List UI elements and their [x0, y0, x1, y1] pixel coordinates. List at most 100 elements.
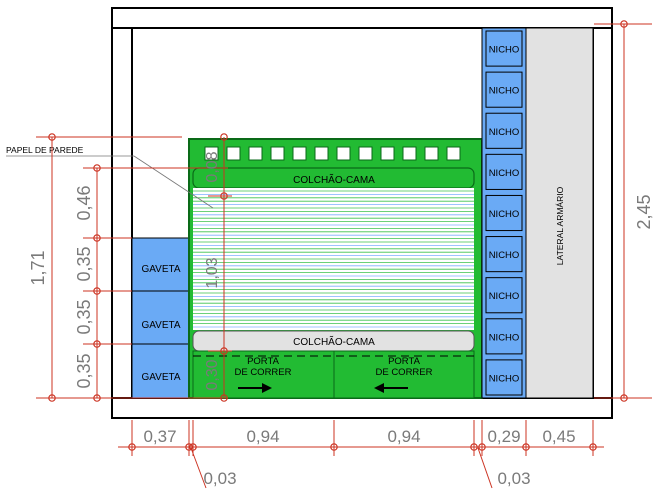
- ventilation-hole: [292, 146, 307, 161]
- door-right-label-2: DE CORRER: [375, 367, 432, 378]
- niche-cell: [485, 359, 523, 396]
- ventilation-hole: [336, 146, 351, 161]
- dimension-marker: [589, 443, 597, 451]
- niche-cells: NICHO NICHO NICHO NICHO NICHO NICHO NICHO NICHO…: [485, 30, 523, 396]
- dim-bottom-4: 0,45: [542, 427, 575, 446]
- dim-bottom-3: 0,29: [487, 427, 520, 446]
- wallpaper-leader-d: [133, 155, 214, 209]
- mattress-top-label: COLCHÃO-CAMA: [293, 173, 375, 186]
- dimension-markers: [48, 20, 628, 451]
- bed-unit: COLCHÃO-CAMA COLCHÃO-CAMA PORTA DE CORRE…: [188, 138, 483, 399]
- dimension-marker: [48, 133, 56, 141]
- ventilation-hole: [270, 146, 285, 161]
- dim-left-2: 0,35: [74, 299, 94, 334]
- dimension-marker: [478, 443, 486, 451]
- drawers: GAVETA GAVETA GAVETA: [131, 237, 191, 399]
- dimension-marker: [620, 20, 628, 28]
- dim-left-0: 0,46: [74, 185, 94, 220]
- dim-leader-left-text: 0,03: [203, 469, 236, 488]
- dimension-marker: [522, 443, 530, 451]
- niche-cell: [485, 194, 523, 232]
- niche-label: NICHO: [489, 332, 520, 343]
- wardrobe-side: LATERAL ARMÁRIO: [525, 27, 594, 399]
- mattress-bottom-label: COLCHÃO-CAMA: [293, 335, 375, 348]
- sliding-door-right: [333, 350, 475, 399]
- niche-cell: [485, 236, 523, 273]
- dimension-marker: [330, 443, 338, 451]
- dim-inner-mid: 1,03: [204, 257, 221, 288]
- niche-label: NICHO: [489, 45, 520, 56]
- niche-label: NICHO: [489, 291, 520, 302]
- niche-label: NICHO: [489, 373, 520, 384]
- niche-cell: [485, 153, 523, 190]
- niche-label: NICHO: [489, 168, 520, 179]
- drawer-top: [131, 237, 191, 292]
- door-right-label-1: PORTA: [388, 356, 421, 367]
- dim-bottom-1: 0,94: [246, 427, 279, 446]
- ventilation-holes: [204, 146, 461, 161]
- niche-cell: [485, 112, 523, 149]
- dim-inner-bot: 0,30: [204, 359, 221, 390]
- dim-leader-right-text: 0,03: [497, 469, 530, 488]
- door-left-label-1: PORTA: [247, 356, 280, 367]
- dimension-marker: [185, 443, 193, 451]
- niche-label: NICHO: [489, 86, 520, 97]
- wallpaper-stripes: [193, 190, 474, 328]
- floor-slab: [111, 397, 613, 419]
- dimension-texts: 2,45 1,71 0,46 0,35 0,35 0,35 0,08 1,03 …: [28, 151, 654, 488]
- ventilation-hole: [248, 146, 263, 161]
- dim-inner-top: 0,08: [204, 151, 221, 182]
- ventilation-hole: [424, 146, 439, 161]
- wardrobe-side-panel: [525, 27, 594, 399]
- door-left-label-2: DE CORRER: [234, 367, 291, 378]
- dimension-marker: [189, 443, 197, 451]
- arrow-left-icon: [374, 383, 408, 393]
- dimension-marker: [93, 340, 101, 348]
- drawer-label-1: GAVETA: [141, 264, 180, 275]
- wardrobe-side-label: LATERAL ARMÁRIO: [555, 186, 565, 265]
- dimension-marker: [93, 164, 101, 172]
- dimension-marker: [220, 133, 228, 141]
- dimension-marker: [220, 192, 228, 200]
- ventilation-hole: [314, 146, 329, 161]
- niche-label: NICHO: [489, 250, 520, 261]
- dimension-marker: [620, 394, 628, 402]
- right-wall: [592, 27, 613, 399]
- dimension-marker: [220, 394, 228, 402]
- dimension-marker: [128, 443, 136, 451]
- niche-label: NICHO: [489, 127, 520, 138]
- dim-leader-left: [190, 447, 207, 489]
- dim-total-height: 2,45: [634, 194, 654, 229]
- dim-leader-right: [477, 447, 493, 489]
- drawer-mid: [131, 290, 191, 345]
- wallpaper-callout: PAPEL DE PAREDE: [6, 145, 214, 209]
- dim-bottom-2: 0,94: [387, 427, 420, 446]
- dimension-marker: [470, 443, 478, 451]
- wallpaper-label: PAPEL DE PAREDE: [6, 145, 84, 155]
- dimension-marker: [93, 234, 101, 242]
- niche-column: NICHO NICHO NICHO NICHO NICHO NICHO NICHO NICHO…: [481, 27, 527, 399]
- dim-left-1: 0,35: [74, 246, 94, 281]
- ventilation-hole: [204, 146, 219, 161]
- dim-bottom-0: 0,37: [143, 427, 176, 446]
- dimension-marker: [93, 394, 101, 402]
- arrow-right-icon: [238, 383, 272, 393]
- dimension-marker: [48, 394, 56, 402]
- drawer-label-3: GAVETA: [141, 372, 180, 383]
- left-wall: [111, 27, 133, 399]
- niche-cell: [485, 277, 523, 314]
- dim-left-total: 1,71: [28, 250, 48, 285]
- drawer-bottom: [131, 343, 191, 399]
- niche-cell: [485, 71, 523, 108]
- ventilation-hole: [358, 146, 373, 161]
- niche-label: NICHO: [489, 209, 520, 220]
- dim-left-3: 0,35: [74, 353, 94, 388]
- niche-cell: [485, 30, 523, 67]
- dimension-marker: [93, 287, 101, 295]
- ventilation-hole: [446, 146, 461, 161]
- dimension-marker: [220, 347, 228, 355]
- ventilation-hole: [402, 146, 417, 161]
- ventilation-hole: [226, 146, 241, 161]
- niche-cell: [485, 318, 523, 355]
